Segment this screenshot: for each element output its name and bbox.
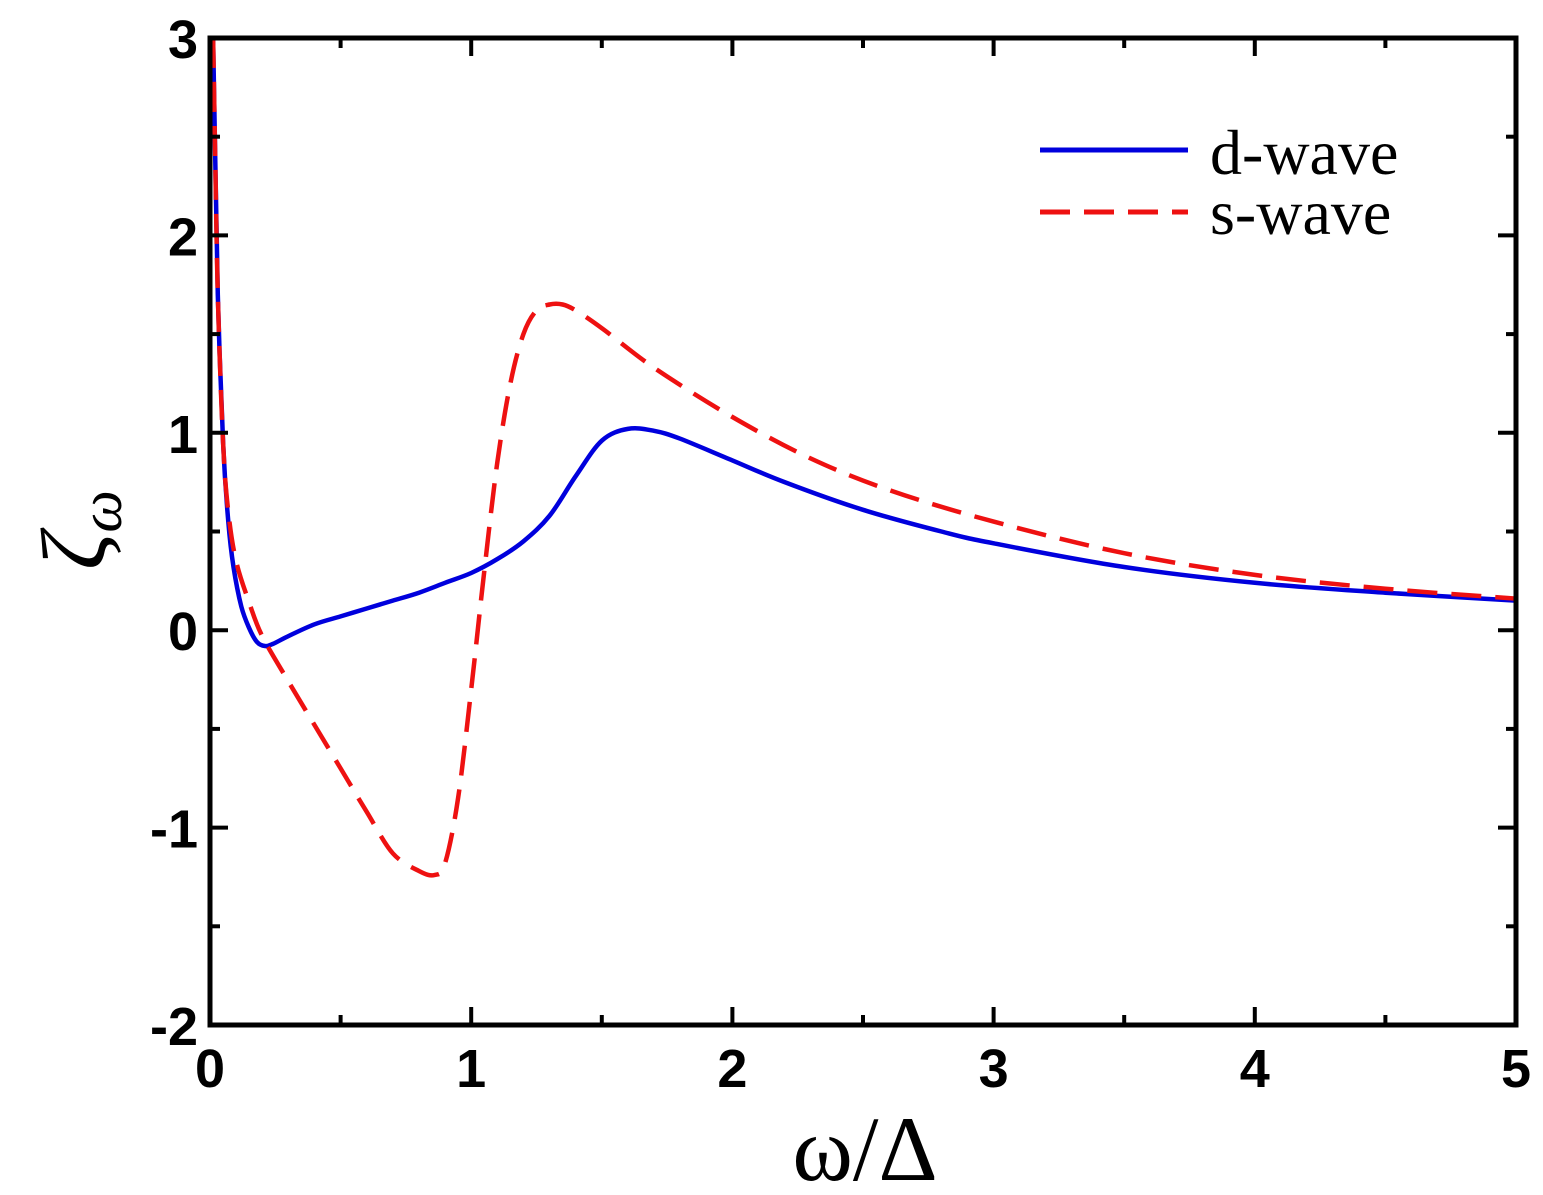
y-tick-label: 3 — [168, 10, 198, 70]
svg-text:ζω: ζω — [23, 490, 134, 570]
tick-labels-layer: 0 1 2 3 4 5 -2 -1 0 1 2 3 — [150, 10, 1531, 1099]
series-line-s-wave — [210, 38, 1516, 878]
x-axis-title: ω/Δ — [792, 1098, 937, 1195]
x-tick-label: 5 — [1501, 1039, 1531, 1099]
y-axis-title-symbol: ζ — [23, 527, 125, 570]
series-layer — [210, 38, 1516, 878]
x-tick-label: 2 — [717, 1039, 747, 1099]
x-tick-label: 1 — [456, 1039, 486, 1099]
y-axis-title-subscript: ω — [68, 490, 134, 532]
legend-label-d-wave: d-wave — [1210, 117, 1398, 188]
legend: d-wave s-wave — [1040, 117, 1398, 248]
x-tick-label: 0 — [195, 1039, 225, 1099]
series-line-d-wave — [210, 38, 1516, 649]
x-tick-label: 3 — [979, 1039, 1009, 1099]
y-tick-label: -1 — [150, 800, 198, 860]
y-tick-label: -2 — [150, 997, 198, 1057]
y-tick-label: 2 — [168, 207, 198, 267]
x-tick-label: 4 — [1240, 1039, 1270, 1099]
y-tick-label: 0 — [168, 602, 198, 662]
plot-frame — [207, 35, 1519, 1028]
y-tick-label: 1 — [168, 405, 198, 465]
legend-label-s-wave: s-wave — [1210, 177, 1391, 248]
y-axis-title: ζω — [23, 490, 134, 570]
